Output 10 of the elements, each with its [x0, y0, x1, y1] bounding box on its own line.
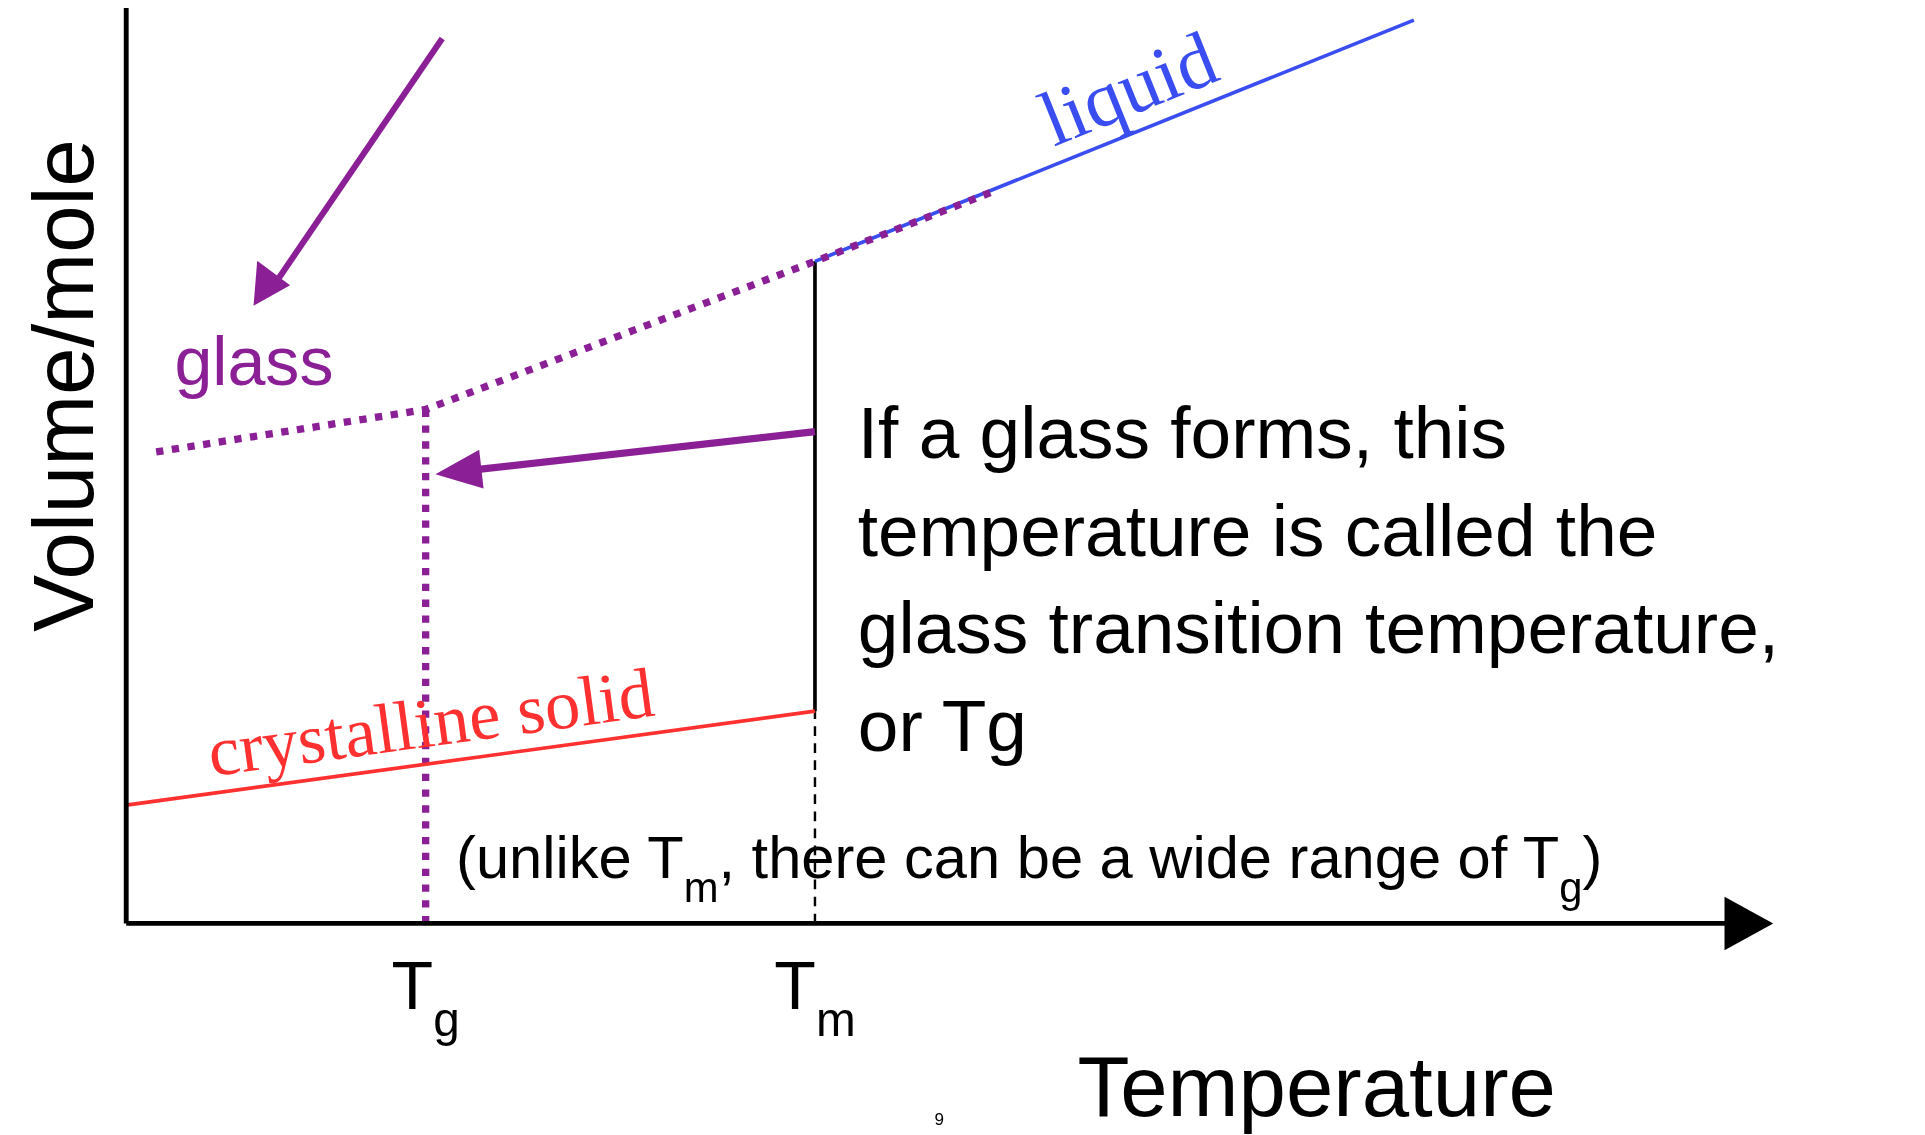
- text: crystalline solid: [202, 653, 659, 792]
- annotation: (unlike T$_{m}$, there can be a wide range of T$_{g}$): [456, 824, 1603, 911]
- x-tick-label: T$_{m}$: [774, 946, 856, 1046]
- text: 9: [934, 1110, 945, 1130]
- y-axis-title: Volume/mole: [16, 139, 112, 632]
- x-axis-title: Temperature: [1077, 1038, 1556, 1134]
- annotation: If a glass forms, this temperature is called the glass transition temperature, or Tg: [857, 392, 1780, 766]
- x-tick-label: T$_{g}$: [391, 946, 460, 1046]
- legend-label: glass: [174, 322, 334, 399]
- text: liquid: [1027, 14, 1229, 163]
